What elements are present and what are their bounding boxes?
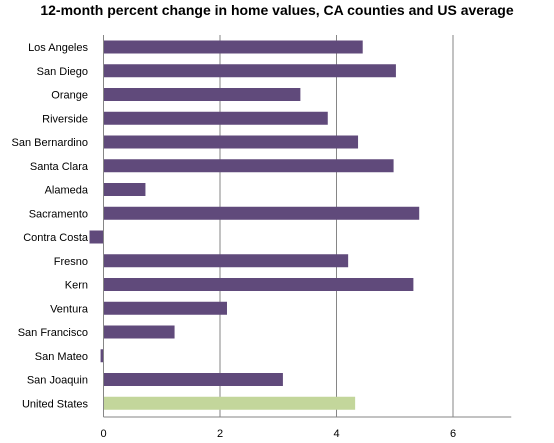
bar (103, 40, 363, 54)
bar (103, 206, 420, 220)
tick-label: 6 (450, 428, 456, 440)
bar (103, 254, 349, 268)
bar (103, 373, 283, 386)
category-label: Orange (51, 90, 88, 102)
tick-label: 0 (100, 428, 106, 440)
bar (103, 183, 146, 196)
category-label: Los Angeles (28, 42, 88, 54)
bar (100, 349, 104, 363)
category-label: San Diego (37, 66, 88, 78)
category-label: Ventura (50, 303, 89, 315)
chart-title: 12-month percent change in home values, … (40, 2, 514, 18)
category-label: Kern (65, 280, 88, 292)
category-label: Contra Costa (23, 232, 89, 244)
category-label: San Mateo (35, 351, 88, 363)
bar (103, 325, 175, 339)
bar (103, 64, 396, 78)
bar (103, 301, 227, 315)
bar (103, 396, 356, 410)
category-label: United States (22, 398, 89, 410)
bar (103, 159, 394, 173)
category-label: San Joaquin (27, 375, 88, 387)
tick-label: 2 (217, 428, 223, 440)
bar (89, 230, 104, 244)
bar (103, 278, 414, 291)
tick-label: 4 (333, 428, 339, 440)
category-label: Alameda (45, 185, 89, 197)
bar (103, 135, 359, 149)
category-label: San Francisco (18, 327, 88, 339)
category-label: San Bernardino (12, 137, 88, 149)
bar (103, 88, 301, 101)
category-label: Sacramento (29, 208, 88, 220)
category-label: Fresno (54, 256, 88, 268)
category-label: Santa Clara (30, 161, 89, 173)
bar (103, 111, 328, 125)
category-label: Riverside (42, 113, 88, 125)
